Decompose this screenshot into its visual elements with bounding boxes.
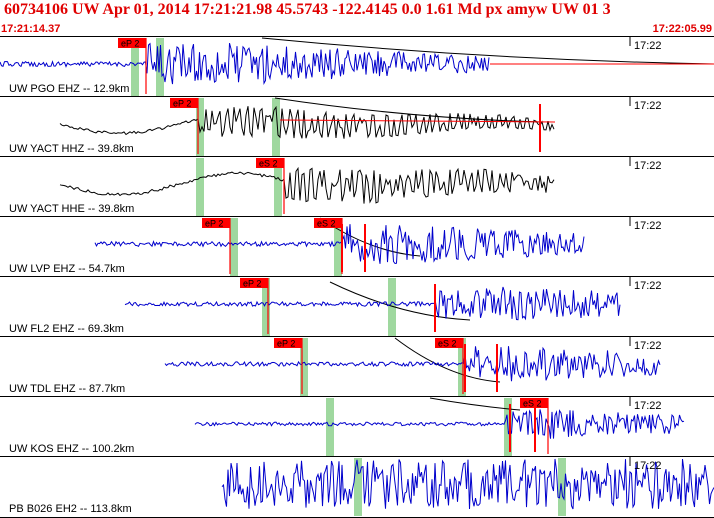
pick-flag (240, 278, 268, 288)
pick-label: eP 2 (121, 39, 139, 49)
channel-label: UW PGO EHZ -- 12.9km (9, 83, 129, 95)
track-4[interactable]: eP 2 17:22 UW FL2 EHZ -- 69.3km (0, 276, 714, 337)
track-1[interactable]: eP 2 17:22 UW YACT HHZ -- 39.8km (0, 96, 714, 157)
pick-window (230, 218, 238, 276)
track-6[interactable]: eS 2 17:22 UW KOS EHZ -- 100.2km (0, 396, 714, 457)
track-time-mark: 17:22 (634, 280, 662, 292)
pick-window (354, 458, 362, 516)
window-end-time: 17:22:05.99 (652, 23, 712, 35)
waveform-trace[interactable] (194, 409, 685, 439)
window-start-time: 17:21:14.37 (1, 23, 61, 35)
track-2[interactable]: eS 2 17:22 UW YACT HHE -- 39.8km (0, 156, 714, 217)
phase-pick-0[interactable]: eP 2 (202, 218, 231, 274)
pick-window (274, 158, 282, 216)
pick-label: eS 2 (259, 159, 278, 169)
pick-flag (256, 158, 284, 168)
pick-flag (435, 338, 463, 348)
pick-window (300, 338, 308, 396)
pick-label: eS 2 (317, 219, 336, 229)
phase-pick-0[interactable]: eP 2 (274, 338, 303, 394)
waveform-trace[interactable] (0, 42, 490, 85)
track-0[interactable]: eP 2 17:22 UW PGO EHZ -- 12.9km (0, 36, 714, 97)
track-time-mark: 17:22 (634, 100, 662, 112)
pick-window (272, 98, 280, 156)
track-time-mark: 17:22 (634, 40, 662, 52)
pick-window (196, 158, 204, 216)
pick-window (326, 398, 334, 456)
phase-pick-0[interactable]: eS 2 (520, 398, 549, 454)
pick-flag (170, 98, 198, 108)
travel-time-curve (394, 337, 501, 383)
pick-window (196, 98, 204, 156)
waveform-trace[interactable] (59, 105, 555, 139)
pick-window (558, 458, 566, 516)
pick-label: eS 2 (523, 399, 542, 409)
pick-window (388, 278, 396, 336)
pick-flag (274, 338, 302, 348)
waveform-trace[interactable] (124, 286, 621, 321)
waveform-trace[interactable] (164, 346, 661, 382)
phase-pick-0[interactable]: eS 2 (256, 158, 285, 214)
pick-flag (118, 38, 146, 48)
track-7[interactable]: 17:22 PB B026 EH2 -- 113.8km (0, 456, 714, 517)
travel-time-curve (329, 281, 471, 321)
waveform-trace[interactable] (94, 224, 585, 265)
waveform-trace[interactable] (59, 166, 555, 204)
track-time-mark: 17:22 (634, 220, 662, 232)
track-3[interactable]: eP 2 eS 2 17:22 UW LVP EHZ -- 54.7km (0, 216, 714, 277)
reference-line (279, 119, 556, 123)
track-time-mark: 17:22 (634, 400, 662, 412)
phase-pick-1[interactable]: eS 2 (314, 218, 343, 274)
pick-flag (202, 218, 230, 228)
pick-label: eP 2 (205, 219, 223, 229)
pick-window (156, 38, 164, 96)
pick-flag (520, 398, 548, 408)
pick-label: eP 2 (173, 99, 191, 109)
channel-label: UW KOS EHZ -- 100.2km (9, 443, 134, 455)
pick-window (262, 278, 270, 336)
waveform-trace[interactable] (221, 458, 714, 510)
pick-label: eP 2 (277, 339, 295, 349)
pick-window (334, 218, 342, 276)
track-time-mark: 17:22 (634, 160, 662, 172)
track-time-mark: 17:22 (634, 460, 662, 472)
channel-label: UW LVP EHZ -- 54.7km (9, 263, 125, 275)
pick-label: eS 2 (438, 339, 457, 349)
track-5[interactable]: eP 2 eS 2 17:22 UW TDL EHZ -- 87.7km (0, 336, 714, 397)
channel-label: UW YACT HHZ -- 39.8km (9, 143, 134, 155)
phase-pick-0[interactable]: eP 2 (118, 38, 147, 94)
phase-pick-0[interactable]: eP 2 (240, 278, 269, 334)
seismogram-traces[interactable]: eP 2 17:22 UW PGO EHZ -- 12.9km eP 2 17:22 UW… (0, 36, 714, 518)
channel-label: UW FL2 EHZ -- 69.3km (9, 323, 124, 335)
pick-label: eP 2 (243, 279, 261, 289)
channel-label: UW TDL EHZ -- 87.7km (9, 383, 125, 395)
channel-label: UW YACT HHE -- 39.8km (9, 203, 134, 215)
seismogram-panel[interactable]: eP 2 17:22 UW PGO EHZ -- 12.9km eP 2 17:22 UW… (0, 36, 714, 518)
travel-time-curve (261, 37, 714, 65)
phase-pick-1[interactable]: eS 2 (435, 338, 464, 394)
phase-pick-0[interactable]: eP 2 (170, 98, 199, 154)
pick-window (131, 38, 139, 96)
track-time-mark: 17:22 (634, 340, 662, 352)
pick-window (458, 338, 466, 396)
pick-flag (314, 218, 342, 228)
channel-label: PB B026 EH2 -- 113.8km (9, 503, 132, 515)
event-header-title: 60734106 UW Apr 01, 2014 17:21:21.98 45.… (4, 1, 611, 18)
